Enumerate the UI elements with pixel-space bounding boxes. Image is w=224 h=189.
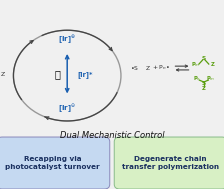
Text: [Ir]$^{\oplus}$: [Ir]$^{\oplus}$	[58, 34, 76, 46]
Text: [Ir]$^{\ominus}$: [Ir]$^{\ominus}$	[58, 103, 76, 115]
Text: P$_m$: P$_m$	[191, 60, 200, 69]
Text: $\bullet$S    Z: $\bullet$S Z	[130, 64, 151, 72]
Text: + P$_n$$\bullet$: + P$_n$$\bullet$	[152, 64, 170, 73]
Text: 💡: 💡	[54, 70, 60, 80]
FancyBboxPatch shape	[114, 137, 224, 189]
Text: Recapping via
photocatalyst turnover: Recapping via photocatalyst turnover	[5, 156, 100, 170]
Text: S: S	[202, 81, 206, 86]
Text: Degenerate chain
transfer polymerization: Degenerate chain transfer polymerization	[122, 156, 219, 170]
Text: Z: Z	[211, 62, 214, 67]
Text: Z: Z	[202, 86, 206, 91]
Text: S: S	[202, 56, 206, 61]
Text: P$_m$: P$_m$	[206, 74, 216, 84]
FancyBboxPatch shape	[0, 137, 110, 189]
Text: [Ir]*: [Ir]*	[77, 71, 93, 78]
Text: Dual Mechanistic Control: Dual Mechanistic Control	[60, 131, 164, 140]
Text: P$_n$$\bullet$S    Z: P$_n$$\bullet$S Z	[0, 70, 7, 79]
Text: P$_n$: P$_n$	[193, 74, 201, 84]
